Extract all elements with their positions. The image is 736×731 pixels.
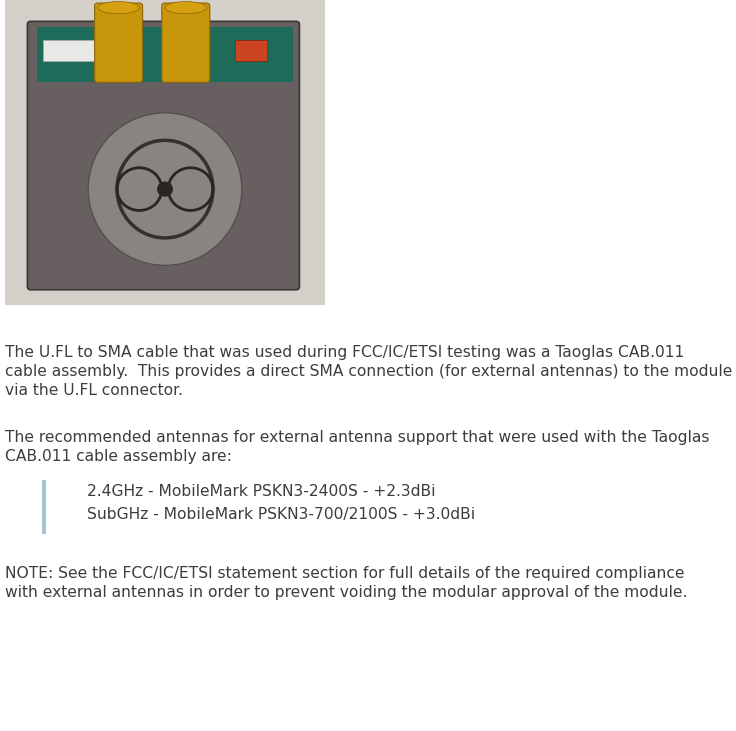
Ellipse shape: [88, 113, 242, 265]
Text: SubGHz - MobileMark PSKN3-700/2100S - +3.0dBi: SubGHz - MobileMark PSKN3-700/2100S - +3…: [87, 507, 475, 522]
Ellipse shape: [98, 1, 139, 14]
Text: The recommended antennas for external antenna support that were used with the Ta: The recommended antennas for external an…: [5, 430, 710, 445]
Text: NOTE: See the FCC/IC/ETSI statement section for full details of the required com: NOTE: See the FCC/IC/ETSI statement sect…: [5, 566, 684, 581]
Text: via the U.FL connector.: via the U.FL connector.: [5, 383, 183, 398]
Bar: [43, 39, 95, 61]
Ellipse shape: [165, 1, 207, 14]
Text: 2.4GHz - MobileMark PSKN3-2400S - +2.3dBi: 2.4GHz - MobileMark PSKN3-2400S - +2.3dB…: [87, 484, 436, 499]
Bar: [236, 39, 267, 61]
FancyBboxPatch shape: [162, 3, 210, 83]
Text: with external antennas in order to prevent voiding the modular approval of the m: with external antennas in order to preve…: [5, 585, 687, 600]
Bar: [37, 28, 293, 83]
FancyBboxPatch shape: [27, 21, 300, 289]
Text: The U.FL to SMA cable that was used during FCC/IC/ETSI testing was a Taoglas CAB: The U.FL to SMA cable that was used duri…: [5, 345, 684, 360]
FancyBboxPatch shape: [95, 3, 143, 83]
Text: CAB.011 cable assembly are:: CAB.011 cable assembly are:: [5, 449, 232, 464]
Circle shape: [157, 181, 173, 197]
Text: cable assembly.  This provides a direct SMA connection (for external antennas) t: cable assembly. This provides a direct S…: [5, 364, 732, 379]
